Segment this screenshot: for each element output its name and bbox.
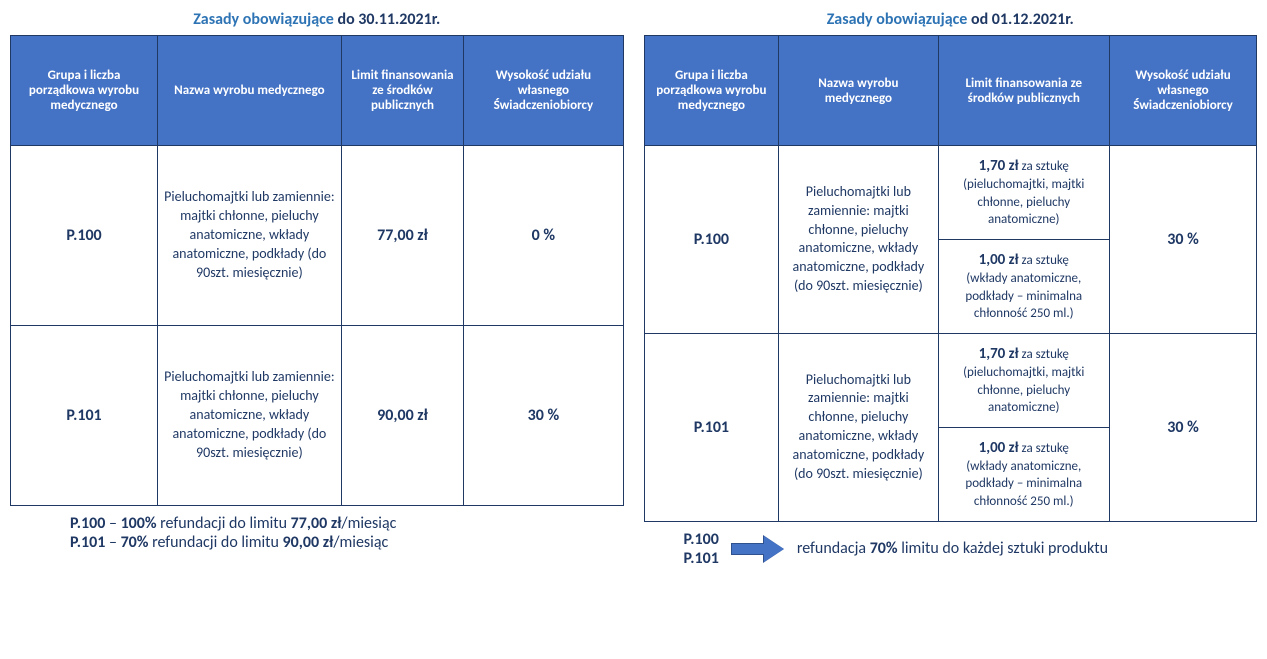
foot-pct: 100% bbox=[121, 514, 157, 533]
cell-limit: 77,00 zł bbox=[341, 146, 464, 326]
foot-code-1: P.100 bbox=[684, 530, 719, 549]
col-share: Wysokość udziału własnego Świadczeniobio… bbox=[1110, 36, 1257, 146]
title-after-prefix: Zasady obowiązujące bbox=[827, 10, 968, 29]
foot-code: P.100 bbox=[70, 514, 105, 533]
cell-share: 30 % bbox=[1110, 146, 1257, 334]
cell-desc: Pieluchomajtki lub zamiennie: majtki chł… bbox=[158, 146, 342, 326]
arrow-icon bbox=[731, 536, 785, 562]
foot-code-2: P.101 bbox=[684, 549, 719, 568]
cell-limit-split: 1,70 zł za sztukę (pieluchomajtki, majtk… bbox=[938, 333, 1110, 521]
panel-after: Zasady obowiązujące od 01.12.2021r. Grup… bbox=[644, 10, 1258, 568]
limit-unit: za sztukę bbox=[1019, 441, 1069, 456]
table-before: Grupa i liczba porządkowa wyrobu medyczn… bbox=[10, 35, 624, 506]
cell-code: P.101 bbox=[11, 326, 158, 506]
limit-unit: za sztukę bbox=[1019, 253, 1069, 268]
footnote-after: P.100 P.101 refundacja 70% limitu do każ… bbox=[644, 530, 1258, 568]
col-name: Nazwa wyrobu medycznego bbox=[779, 36, 938, 146]
foot-value: 90,00 zł bbox=[283, 533, 334, 552]
cell-limit: 90,00 zł bbox=[341, 326, 464, 506]
foot-pct: 70% bbox=[121, 533, 149, 552]
limit-price: 1,00 zł bbox=[979, 251, 1019, 269]
limit-unit: za sztukę bbox=[1019, 347, 1069, 362]
foot-pre: refundacja bbox=[797, 539, 870, 558]
footnote-line-2: P.101 – 70% refundacji do limitu 90,00 z… bbox=[70, 533, 624, 552]
table-after: Grupa i liczba porządkowa wyrobu medyczn… bbox=[644, 35, 1258, 522]
foot-text: refundacja 70% limitu do każdej sztuki p… bbox=[797, 539, 1108, 558]
foot-suffix: /miesiąc bbox=[341, 514, 396, 533]
cell-desc: Pieluchomajtki lub zamiennie: majtki chł… bbox=[158, 326, 342, 506]
title-after: Zasady obowiązujące od 01.12.2021r. bbox=[644, 10, 1258, 29]
panel-before: Zasady obowiązujące do 30.11.2021r. Grup… bbox=[10, 10, 624, 568]
foot-text: refundacji do limitu bbox=[148, 533, 282, 552]
foot-suffix: /miesiąc bbox=[333, 533, 388, 552]
limit-note: (pieluchomajtki, majtki chłonne, pieluch… bbox=[963, 365, 1084, 415]
foot-text: refundacji do limitu bbox=[157, 514, 291, 533]
limit-option-a: 1,70 zł za sztukę (pieluchomajtki, majtk… bbox=[939, 334, 1110, 428]
footnote-before: P.100 – 100% refundacji do limitu 77,00 … bbox=[10, 514, 624, 552]
limit-option-b: 1,00 zł za sztukę (wkłady anatomiczne, p… bbox=[939, 428, 1110, 521]
foot-pct: 70% bbox=[870, 539, 898, 558]
limit-note: (wkłady anatomiczne, podkłady – minimaln… bbox=[965, 271, 1082, 321]
foot-codes: P.100 P.101 bbox=[684, 530, 719, 568]
table-row: P.101 Pieluchomajtki lub zamiennie: majt… bbox=[644, 333, 1257, 521]
comparison-wrapper: Zasady obowiązujące do 30.11.2021r. Grup… bbox=[10, 10, 1257, 568]
limit-price: 1,00 zł bbox=[979, 439, 1019, 457]
cell-code: P.100 bbox=[11, 146, 158, 326]
limit-price: 1,70 zł bbox=[979, 345, 1019, 363]
foot-post: limitu do każdej sztuki produktu bbox=[898, 539, 1108, 558]
limit-note: (pieluchomajtki, majtki chłonne, pieluch… bbox=[963, 177, 1084, 227]
foot-code: P.101 bbox=[70, 533, 105, 552]
foot-value: 77,00 zł bbox=[291, 514, 342, 533]
cell-share: 30 % bbox=[1110, 333, 1257, 521]
footnote-line-1: P.100 – 100% refundacji do limitu 77,00 … bbox=[70, 514, 624, 533]
cell-share: 30 % bbox=[464, 326, 623, 506]
col-name: Nazwa wyrobu medycznego bbox=[158, 36, 342, 146]
cell-share: 0 % bbox=[464, 146, 623, 326]
limit-note: (wkłady anatomiczne, podkłady – minimaln… bbox=[965, 459, 1082, 509]
header-row: Grupa i liczba porządkowa wyrobu medyczn… bbox=[644, 36, 1257, 146]
col-group: Grupa i liczba porządkowa wyrobu medyczn… bbox=[11, 36, 158, 146]
limit-price: 1,70 zł bbox=[979, 157, 1019, 175]
table-row: P.100 Pieluchomajtki lub zamiennie: majt… bbox=[644, 146, 1257, 334]
cell-code: P.100 bbox=[644, 146, 779, 334]
header-row: Grupa i liczba porządkowa wyrobu medyczn… bbox=[11, 36, 624, 146]
table-row: P.100 Pieluchomajtki lub zamiennie: majt… bbox=[11, 146, 624, 326]
col-share: Wysokość udziału własnego Świadczeniobio… bbox=[464, 36, 623, 146]
cell-desc: Pieluchomajtki lub zamiennie: majtki chł… bbox=[779, 146, 938, 334]
col-limit: Limit finansowania ze środków publicznyc… bbox=[938, 36, 1110, 146]
title-after-date: od 01.12.2021r. bbox=[967, 10, 1073, 29]
limit-option-b: 1,00 zł za sztukę (wkłady anatomiczne, p… bbox=[939, 240, 1110, 333]
title-before-prefix: Zasady obowiązujące bbox=[193, 10, 334, 29]
title-before: Zasady obowiązujące do 30.11.2021r. bbox=[10, 10, 624, 29]
limit-option-a: 1,70 zł za sztukę (pieluchomajtki, majtk… bbox=[939, 146, 1110, 240]
limit-unit: za sztukę bbox=[1019, 159, 1069, 174]
table-row: P.101 Pieluchomajtki lub zamiennie: majt… bbox=[11, 326, 624, 506]
title-before-date: do 30.11.2021r. bbox=[334, 10, 440, 29]
col-limit: Limit finansowania ze środków publicznyc… bbox=[341, 36, 464, 146]
col-group: Grupa i liczba porządkowa wyrobu medyczn… bbox=[644, 36, 779, 146]
cell-desc: Pieluchomajtki lub zamiennie: majtki chł… bbox=[779, 333, 938, 521]
cell-limit-split: 1,70 zł za sztukę (pieluchomajtki, majtk… bbox=[938, 146, 1110, 334]
cell-code: P.101 bbox=[644, 333, 779, 521]
